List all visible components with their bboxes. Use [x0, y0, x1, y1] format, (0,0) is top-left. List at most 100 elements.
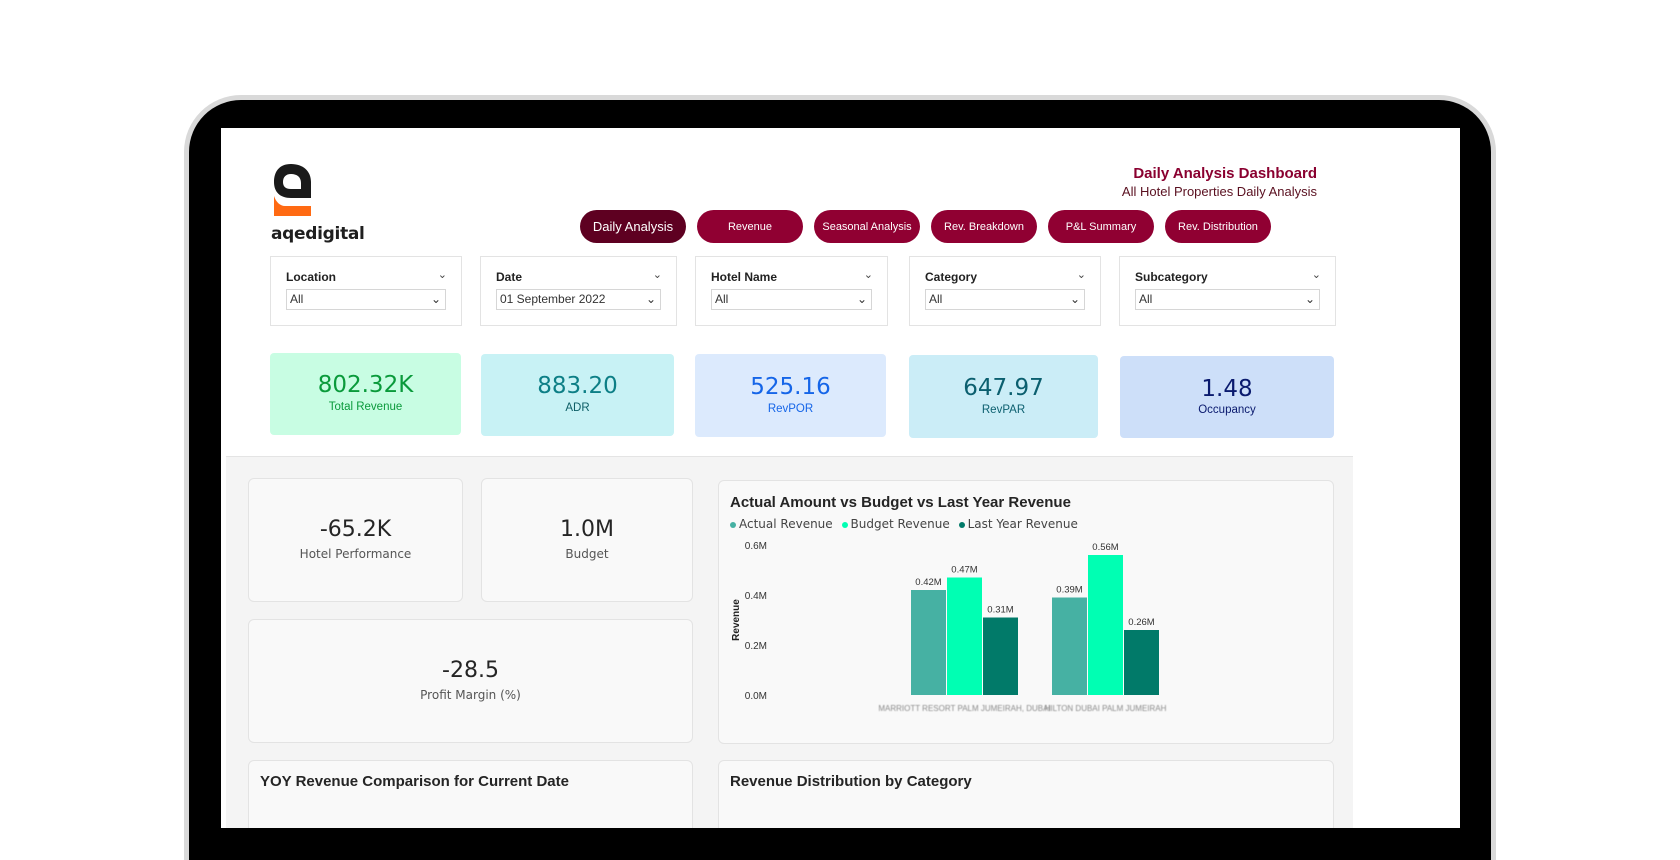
page-title: Daily Analysis Dashboard — [1133, 165, 1317, 182]
bar-chart: Revenue 0.0M 0.2M 0.4M 0.6M 0.42M 0.47M 0.31M MA… — [731, 541, 1167, 713]
chevron-down-icon: ⌄ — [856, 292, 867, 306]
tab-seasonal-analysis[interactable]: Seasonal Analysis — [814, 210, 920, 243]
kpi-occupancy: 1.48 Occupancy — [1120, 356, 1334, 438]
kpi-label: ADR — [565, 402, 590, 414]
legend-dot-icon — [841, 521, 848, 528]
bar — [1088, 555, 1123, 695]
bar — [1124, 630, 1159, 695]
y-axis-label: Revenue — [731, 599, 742, 641]
card-label: Budget — [565, 547, 609, 561]
x-tick-label: HILTON DUBAI PALM JUMEIRAH — [1045, 704, 1167, 713]
filter-label: Subcategory — [1135, 270, 1208, 284]
chevron-down-icon[interactable]: ⌄ — [437, 269, 447, 281]
legend-dot-icon — [730, 521, 736, 528]
filter-label: Date — [496, 270, 523, 284]
chart-legend: Actual Revenue Budget Revenue Last Year … — [730, 517, 1083, 531]
card-value: 1.0M — [560, 517, 614, 542]
tab-daily-analysis[interactable]: Daily Analysis — [580, 210, 686, 243]
kpi-value: 647.97 — [963, 375, 1044, 401]
tab-rev-distribution[interactable]: Rev. Distribution — [1165, 210, 1271, 243]
legend-dot-icon — [958, 521, 965, 528]
legend-item-last-year[interactable]: Last Year Revenue — [958, 517, 1078, 531]
data-label: 0.26M — [1128, 617, 1154, 628]
bar — [911, 590, 946, 695]
kpi-value: 525.16 — [750, 374, 831, 400]
chevron-down-icon: ⌄ — [645, 292, 656, 306]
filter-label: Hotel Name — [711, 270, 778, 284]
select-value: All — [290, 292, 304, 306]
tab-pl-summary[interactable]: P&L Summary — [1048, 210, 1154, 243]
chart-card-actual-vs-budget: Actual Amount vs Budget vs Last Year Rev… — [718, 480, 1334, 744]
legend-item-budget[interactable]: Budget Revenue — [841, 517, 950, 531]
chevron-down-icon: ⌄ — [1304, 292, 1315, 306]
y-tick-label: 0.4M — [745, 591, 767, 602]
kpi-adr: 883.20 ADR — [481, 354, 674, 436]
chevron-down-icon[interactable]: ⌄ — [863, 269, 873, 281]
data-label: 0.31M — [987, 605, 1013, 616]
kpi-revpor: 525.16 RevPOR — [695, 354, 886, 437]
kpi-revpar: 647.97 RevPAR — [909, 355, 1098, 438]
card-yoy-revenue: YOY Revenue Comparison for Current Date — [248, 760, 693, 828]
bar — [1052, 597, 1087, 695]
y-tick-label: 0.2M — [745, 641, 767, 652]
chevron-down-icon: ⌄ — [430, 292, 441, 306]
select-value: All — [1139, 292, 1153, 306]
data-label: 0.39M — [1056, 585, 1082, 596]
kpi-label: Occupancy — [1198, 404, 1256, 416]
tab-rev-breakdown[interactable]: Rev. Breakdown — [931, 210, 1037, 243]
data-label: 0.56M — [1092, 542, 1118, 553]
logo-mark-icon — [274, 164, 311, 216]
kpi-value: 1.48 — [1201, 376, 1253, 402]
card-hotel-performance: -65.2K Hotel Performance — [248, 478, 463, 602]
filter-subcategory: Subcategory ⌄ All ⌄ — [1119, 256, 1336, 326]
kpi-total-revenue: 802.32K Total Revenue — [270, 353, 461, 435]
data-label: 0.42M — [915, 577, 941, 588]
nav-tabs: Daily Analysis Revenue Seasonal Analysis… — [580, 210, 1318, 244]
filter-location: Location ⌄ All ⌄ — [270, 256, 462, 326]
y-tick-label: 0.0M — [745, 691, 767, 702]
kpi-value: 883.20 — [537, 373, 618, 399]
category-select[interactable]: All ⌄ — [925, 289, 1085, 310]
card-label: Hotel Performance — [299, 547, 412, 561]
card-value: -65.2K — [319, 517, 392, 542]
kpi-label: RevPAR — [981, 404, 1026, 416]
chevron-down-icon: ⌄ — [1069, 292, 1080, 306]
kpi-label: Total Revenue — [328, 401, 403, 413]
data-label: 0.47M — [951, 565, 977, 576]
card-value: -28.5 — [442, 658, 499, 683]
bar — [983, 617, 1018, 695]
page-subtitle: All Hotel Properties Daily Analysis — [1121, 184, 1317, 199]
legend-item-actual[interactable]: Actual Revenue — [730, 517, 833, 531]
content-section: -65.2K Hotel Performance 1.0M Budget -28… — [226, 456, 1353, 828]
chevron-down-icon[interactable]: ⌄ — [1076, 269, 1086, 281]
select-value: 01 September 2022 — [500, 292, 606, 306]
hotel-name-select[interactable]: All ⌄ — [711, 289, 872, 310]
tab-revenue[interactable]: Revenue — [697, 210, 803, 243]
bar — [947, 577, 982, 695]
filter-label: Location — [286, 270, 336, 284]
card-budget: 1.0M Budget — [481, 478, 693, 602]
yoy-title: YOY Revenue Comparison for Current Date — [260, 773, 569, 790]
distribution-title: Revenue Distribution by Category — [730, 773, 972, 790]
chevron-down-icon[interactable]: ⌄ — [652, 269, 662, 281]
logo-text: aqedigital — [271, 224, 365, 244]
filter-label: Category — [925, 270, 978, 284]
card-profit-margin: -28.5 Profit Margin (%) — [248, 619, 693, 743]
header-section: aqedigital Daily Analysis Dashboard All … — [221, 128, 1460, 456]
card-label: Profit Margin (%) — [420, 688, 521, 702]
location-select[interactable]: All ⌄ — [286, 289, 446, 310]
kpi-label: RevPOR — [767, 403, 814, 415]
dashboard-screen: aqedigital Daily Analysis Dashboard All … — [221, 128, 1460, 828]
date-select[interactable]: 01 September 2022 ⌄ — [496, 289, 661, 310]
select-value: All — [715, 292, 729, 306]
x-tick-label: MARRIOTT RESORT PALM JUMEIRAH, DUBAI — [878, 704, 1050, 713]
filter-date: Date ⌄ 01 September 2022 ⌄ — [480, 256, 677, 326]
card-revenue-distribution: Revenue Distribution by Category — [718, 760, 1334, 828]
select-value: All — [929, 292, 943, 306]
filter-hotel-name: Hotel Name ⌄ All ⌄ — [695, 256, 888, 326]
filter-category: Category ⌄ All ⌄ — [909, 256, 1101, 326]
chevron-down-icon[interactable]: ⌄ — [1311, 269, 1321, 281]
subcategory-select[interactable]: All ⌄ — [1135, 289, 1320, 310]
kpi-value: 802.32K — [317, 372, 414, 398]
y-tick-label: 0.6M — [745, 541, 767, 552]
